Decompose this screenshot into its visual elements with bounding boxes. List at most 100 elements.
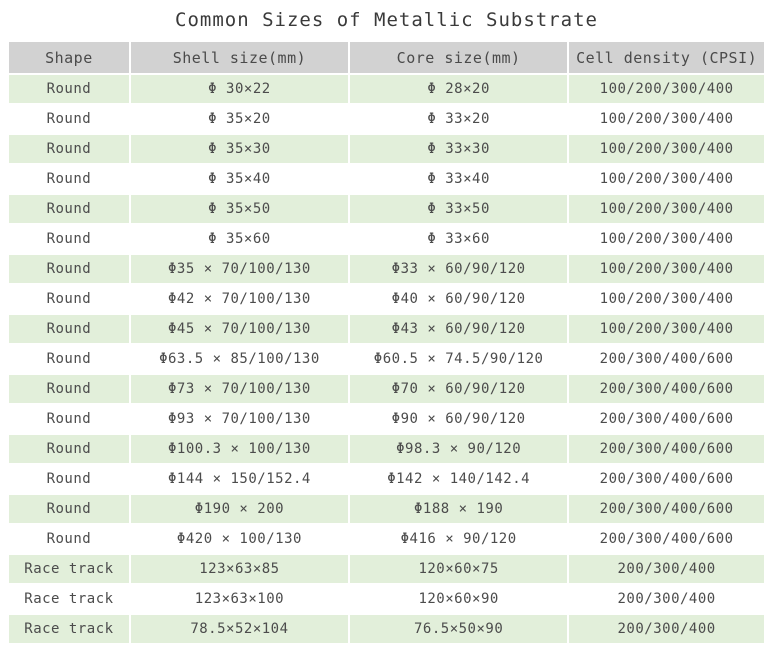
page-title: Common Sizes of Metallic Substrate (175, 9, 598, 31)
cell-density: 200/300/400/600 (569, 495, 764, 523)
cell-shell: Φ42 × 70/100/130 (130, 285, 349, 313)
table-row: Race track 123×63×100 120×60×90 200/300/400 (9, 585, 764, 613)
cell-density: 100/200/300/400 (569, 315, 764, 343)
cell-shell: Φ 30×22 (130, 75, 349, 103)
substrate-size-table: Shape Shell size(mm) Core size(mm) Cell … (7, 40, 766, 645)
cell-shape: Round (9, 75, 129, 103)
table-row: Round Φ63.5 × 85/100/130 Φ60.5 × 74.5/90/1… (9, 345, 764, 373)
cell-shape: Round (9, 405, 129, 433)
cell-density: 200/300/400/600 (569, 345, 764, 373)
cell-density: 100/200/300/400 (569, 105, 764, 133)
cell-shell: Φ 35×60 (130, 225, 349, 253)
table-header: Shape Shell size(mm) Core size(mm) Cell … (9, 42, 764, 73)
cell-shell: Φ100.3 × 100/130 (130, 435, 349, 463)
cell-density: 200/300/400/600 (569, 405, 764, 433)
table-row: Race track 123×63×85 120×60×75 200/300/400 (9, 555, 764, 583)
cell-core: Φ 33×60 (350, 225, 568, 253)
cell-shape: Round (9, 315, 129, 343)
cell-density: 100/200/300/400 (569, 285, 764, 313)
table-row: Round Φ 35×50 Φ 33×50 100/200/300/400 (9, 195, 764, 223)
cell-shape: Round (9, 105, 129, 133)
table-row: Round Φ420 × 100/130 Φ416 × 90/120 200/300/… (9, 525, 764, 553)
cell-shell: 123×63×85 (130, 555, 349, 583)
cell-core: Φ40 × 60/90/120 (350, 285, 568, 313)
table-row: Round Φ 30×22 Φ 28×20 100/200/300/400 (9, 75, 764, 103)
table-row: Round Φ93 × 70/100/130 Φ90 × 60/90/120 200/… (9, 405, 764, 433)
cell-density: 200/300/400/600 (569, 375, 764, 403)
cell-shell: Φ63.5 × 85/100/130 (130, 345, 349, 373)
cell-shape: Round (9, 165, 129, 193)
cell-shell: Φ93 × 70/100/130 (130, 405, 349, 433)
table-row: Round Φ35 × 70/100/130 Φ33 × 60/90/120 100/… (9, 255, 764, 283)
cell-shell: Φ 35×40 (130, 165, 349, 193)
cell-shell: Φ190 × 200 (130, 495, 349, 523)
cell-core: Φ 33×50 (350, 195, 568, 223)
table-body: Round Φ 30×22 Φ 28×20 100/200/300/400 Round Φ… (9, 75, 764, 643)
cell-core: 76.5×50×90 (350, 615, 568, 643)
cell-shape: Round (9, 225, 129, 253)
cell-density: 100/200/300/400 (569, 255, 764, 283)
cell-density: 200/300/400/600 (569, 465, 764, 493)
cell-density: 100/200/300/400 (569, 135, 764, 163)
header-row: Shape Shell size(mm) Core size(mm) Cell … (9, 42, 764, 73)
cell-shell: 78.5×52×104 (130, 615, 349, 643)
cell-shape: Race track (9, 585, 129, 613)
cell-core: Φ 33×20 (350, 105, 568, 133)
cell-density: 100/200/300/400 (569, 75, 764, 103)
cell-density: 200/300/400/600 (569, 525, 764, 553)
table-row: Round Φ 35×40 Φ 33×40 100/200/300/400 (9, 165, 764, 193)
cell-core: Φ43 × 60/90/120 (350, 315, 568, 343)
cell-shell: Φ420 × 100/130 (130, 525, 349, 553)
cell-shape: Race track (9, 615, 129, 643)
cell-core: Φ70 × 60/90/120 (350, 375, 568, 403)
cell-core: Φ60.5 × 74.5/90/120 (350, 345, 568, 373)
table-row: Round Φ100.3 × 100/130 Φ98.3 × 90/120 200/3… (9, 435, 764, 463)
table-row: Round Φ190 × 200 Φ188 × 190 200/300/400/600 (9, 495, 764, 523)
header-cell-density: Cell density (CPSI) (569, 42, 764, 73)
table-row: Round Φ 35×60 Φ 33×60 100/200/300/400 (9, 225, 764, 253)
cell-shell: Φ144 × 150/152.4 (130, 465, 349, 493)
cell-core: Φ 28×20 (350, 75, 568, 103)
cell-shape: Round (9, 195, 129, 223)
cell-core: 120×60×90 (350, 585, 568, 613)
cell-shape: Round (9, 495, 129, 523)
cell-core: Φ142 × 140/142.4 (350, 465, 568, 493)
cell-core: Φ 33×40 (350, 165, 568, 193)
cell-core: Φ98.3 × 90/120 (350, 435, 568, 463)
cell-core: 120×60×75 (350, 555, 568, 583)
header-shape: Shape (9, 42, 129, 73)
cell-core: Φ416 × 90/120 (350, 525, 568, 553)
table-row: Round Φ45 × 70/100/130 Φ43 × 60/90/120 100/… (9, 315, 764, 343)
table-row: Round Φ 35×20 Φ 33×20 100/200/300/400 (9, 105, 764, 133)
cell-shape: Round (9, 255, 129, 283)
cell-shape: Round (9, 435, 129, 463)
table-row: Round Φ 35×30 Φ 33×30 100/200/300/400 (9, 135, 764, 163)
cell-core: Φ 33×30 (350, 135, 568, 163)
header-core-size: Core size(mm) (350, 42, 568, 73)
cell-density: 200/300/400 (569, 615, 764, 643)
cell-shell: Φ 35×50 (130, 195, 349, 223)
cell-shape: Round (9, 525, 129, 553)
cell-core: Φ33 × 60/90/120 (350, 255, 568, 283)
cell-shell: 123×63×100 (130, 585, 349, 613)
cell-density: 200/300/400 (569, 585, 764, 613)
cell-shape: Round (9, 375, 129, 403)
cell-shape: Race track (9, 555, 129, 583)
table-row: Round Φ42 × 70/100/130 Φ40 × 60/90/120 100/… (9, 285, 764, 313)
cell-shape: Round (9, 345, 129, 373)
cell-shell: Φ73 × 70/100/130 (130, 375, 349, 403)
cell-density: 100/200/300/400 (569, 165, 764, 193)
table-row: Race track 78.5×52×104 76.5×50×90 200/300/4… (9, 615, 764, 643)
cell-shape: Round (9, 285, 129, 313)
cell-shell: Φ 35×30 (130, 135, 349, 163)
table-row: Round Φ144 × 150/152.4 Φ142 × 140/142.4 200… (9, 465, 764, 493)
cell-shell: Φ35 × 70/100/130 (130, 255, 349, 283)
cell-density: 200/300/400 (569, 555, 764, 583)
cell-shape: Round (9, 135, 129, 163)
cell-density: 100/200/300/400 (569, 225, 764, 253)
cell-density: 200/300/400/600 (569, 435, 764, 463)
cell-core: Φ90 × 60/90/120 (350, 405, 568, 433)
cell-density: 100/200/300/400 (569, 195, 764, 223)
cell-shell: Φ45 × 70/100/130 (130, 315, 349, 343)
